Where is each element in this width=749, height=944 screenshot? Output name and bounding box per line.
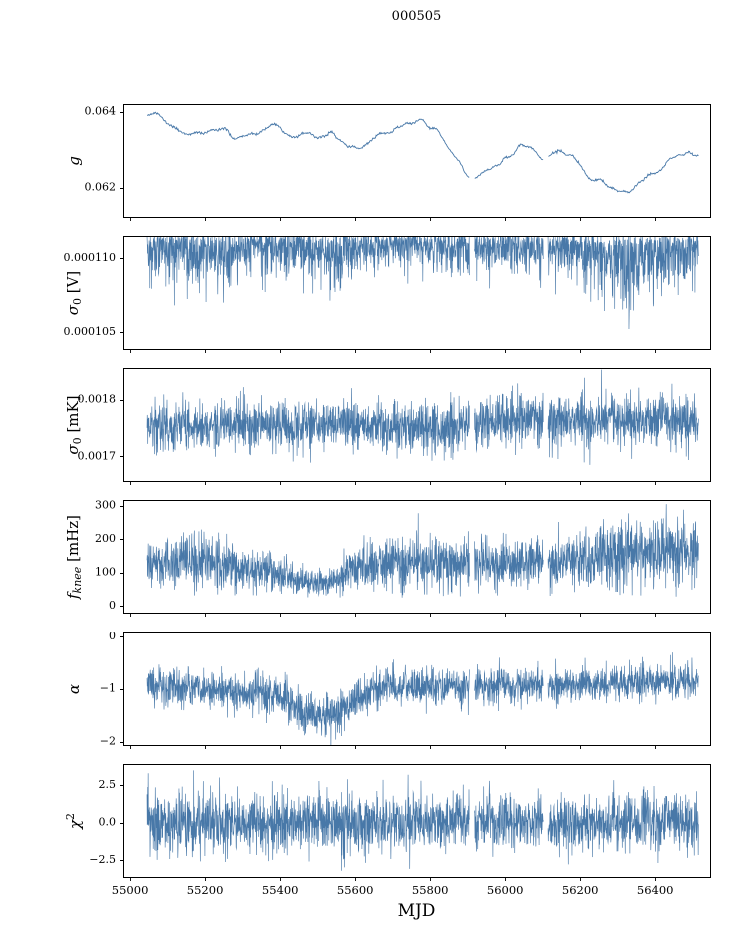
- y-axis-label-g: g: [52, 104, 96, 218]
- plot-canvas-alpha: [0, 632, 749, 756]
- chart-title: 000505: [391, 9, 442, 24]
- panel-g: g: [0, 104, 749, 228]
- y-axis-label-alpha: α: [52, 632, 96, 746]
- y-axis-label-part: σ: [64, 305, 82, 316]
- x-tick-label: 56200: [561, 883, 599, 897]
- y-axis-label-part: σ: [64, 444, 82, 455]
- x-tick-label: 56000: [486, 883, 524, 897]
- y-axis-label-text: g: [65, 156, 83, 166]
- plot-canvas-sigma0-v: [0, 236, 749, 360]
- plot-canvas-fknee: [0, 500, 749, 624]
- panel-fknee: fknee [mHz]: [0, 500, 749, 624]
- panel-chi2: χ2: [0, 764, 749, 888]
- panel-sigma0-v: σ0 [V]: [0, 236, 749, 360]
- y-axis-label-sigma0-mk: σ0 [mK]: [52, 368, 96, 482]
- x-tick-label: 55400: [261, 883, 299, 897]
- y-axis-label-text: α: [65, 684, 83, 694]
- x-tick-label: 55200: [186, 883, 224, 897]
- y-axis-label-text: χ2: [64, 813, 84, 829]
- y-axis-label-part: 0: [71, 298, 84, 306]
- y-axis-label-text: σ0 [V]: [64, 271, 84, 316]
- y-axis-label-part: [mHz]: [64, 514, 82, 567]
- y-axis-label-part: [V]: [64, 270, 82, 299]
- plot-canvas-g: [0, 104, 749, 228]
- panel-sigma0-mk: σ0 [mK]: [0, 368, 749, 492]
- y-axis-label-part: knee: [71, 566, 84, 594]
- y-axis-label-part: g: [65, 156, 83, 166]
- y-axis-label-part: α: [65, 683, 83, 695]
- y-axis-label-text: σ0 [mK]: [64, 395, 84, 454]
- panel-alpha: α: [0, 632, 749, 756]
- plot-canvas-chi2: [0, 764, 749, 888]
- y-axis-label-sigma0-v: σ0 [V]: [52, 236, 96, 350]
- y-axis-label-part: f: [64, 593, 82, 600]
- y-axis-label-part: [mK]: [64, 395, 82, 438]
- x-tick-label: 55600: [336, 883, 374, 897]
- y-axis-label-part: χ: [66, 819, 84, 830]
- x-tick-label: 56400: [636, 883, 674, 897]
- x-tick-label: 55000: [111, 883, 149, 897]
- y-axis-label-fknee: fknee [mHz]: [52, 500, 96, 614]
- x-axis-label: MJD: [397, 901, 436, 921]
- y-axis-label-text: fknee [mHz]: [64, 515, 84, 599]
- y-axis-label-chi2: χ2: [52, 764, 96, 878]
- x-tick-labels: 55000 55200 55400 55600 55800 56000 56200 56400: [0, 883, 749, 899]
- y-axis-label-part: 2: [64, 812, 77, 820]
- x-tick-label: 55800: [411, 883, 449, 897]
- plot-canvas-sigma0-mk: [0, 368, 749, 492]
- y-axis-label-part: 0: [71, 437, 84, 445]
